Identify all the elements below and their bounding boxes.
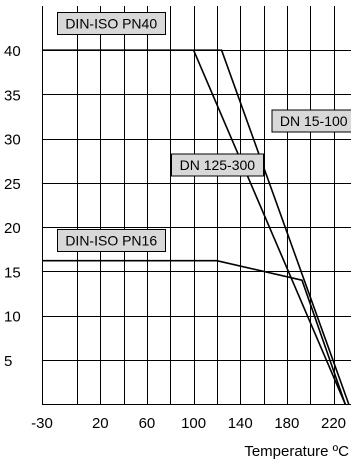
x-tick-label: 20	[92, 415, 109, 432]
series-label-box	[56, 12, 166, 36]
x-tick-label: -30	[31, 415, 53, 432]
label-layer: DIN-ISO PN40 DN 15-100 DN 125-300 DIN-ISO P…	[56, 12, 351, 252]
series-label-text: DN 15-100	[280, 113, 348, 129]
series-line-din-iso-pn16	[42, 259, 346, 405]
y-tick-label: 25	[4, 176, 21, 193]
x-tick-label: 220	[321, 415, 346, 432]
series-line-dn-15-100	[193, 49, 350, 405]
series-label-text: DIN-ISO PN16	[65, 232, 157, 248]
y-tick-label: 40	[4, 43, 21, 60]
y-tick-label: 15	[4, 264, 21, 281]
series-label-text: DN 125-300	[180, 157, 256, 173]
series-line-dn-125-300	[192, 49, 346, 405]
series-label-box	[171, 153, 264, 177]
series-label-box	[56, 228, 166, 252]
series-label-din-iso-pn16: DIN-ISO PN16	[56, 228, 166, 252]
y-tick-label: 5	[4, 353, 12, 370]
x-tick-label: 180	[274, 415, 299, 432]
tick-layer: 5 10 15 20 25 30 35 40 -30 20 60 100 140 180 220	[4, 43, 346, 432]
y-tick-label: 30	[4, 132, 21, 149]
x-tick-label: 60	[139, 415, 156, 432]
series-label-dn-15-100: DN 15-100	[271, 109, 351, 133]
x-tick-label: 140	[228, 415, 253, 432]
series-label-text: DIN-ISO PN40	[65, 16, 157, 32]
x-tick-label: 100	[181, 415, 206, 432]
series-label-din-iso-pn40: DIN-ISO PN40	[56, 12, 166, 36]
series-label-box	[271, 109, 351, 133]
grid-layer	[41, 6, 351, 406]
series-layer	[42, 49, 350, 405]
series-label-dn-125-300: DN 125-300	[171, 153, 264, 177]
y-tick-label: 35	[4, 87, 21, 104]
y-tick-label: 10	[4, 309, 21, 326]
y-tick-label: 20	[4, 220, 21, 237]
x-axis-title: Temperature ºC	[244, 443, 349, 460]
